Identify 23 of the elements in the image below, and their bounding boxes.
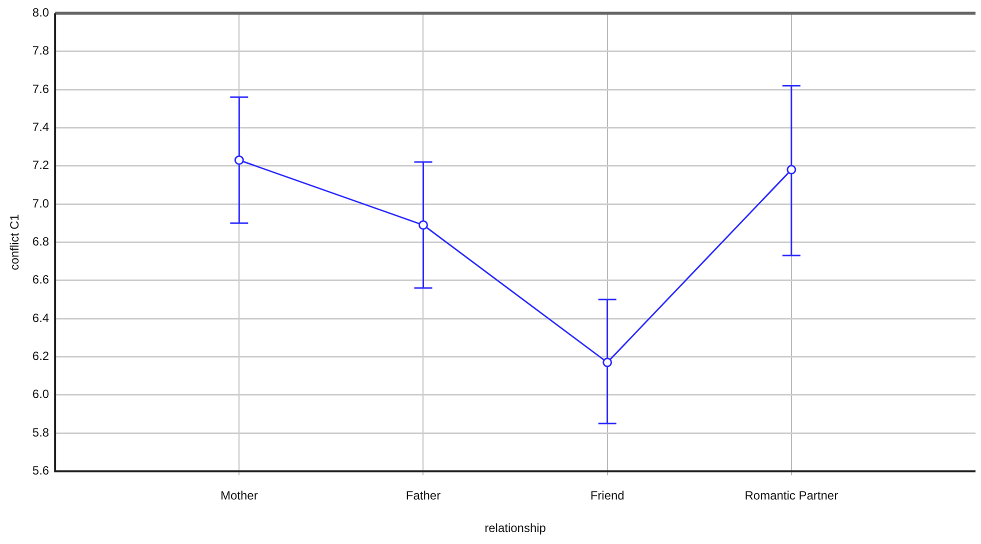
point xyxy=(418,220,428,230)
y-tick-label: 5.8 xyxy=(32,425,50,440)
y-tick-label: 7.2 xyxy=(32,158,50,172)
y-tick-label: 8.0 xyxy=(32,6,50,20)
y-tick-label: 7.0 xyxy=(32,196,50,210)
y-tick-label: 6.4 xyxy=(32,310,50,325)
y-tick-label: 5.6 xyxy=(32,464,50,478)
y-tick-label: 6.8 xyxy=(32,234,50,249)
x-tick-label: Friend xyxy=(590,488,624,503)
point xyxy=(602,358,612,368)
y-tick-label: 7.8 xyxy=(32,44,50,58)
point xyxy=(234,155,244,165)
x-tick-label: Father xyxy=(406,488,441,503)
x-axis-title: relationship xyxy=(484,521,546,536)
point xyxy=(786,164,796,174)
y-tick-label: 6.6 xyxy=(32,272,50,287)
y-tick-label: 6.0 xyxy=(32,387,50,402)
y-tick-label: 7.6 xyxy=(32,82,50,96)
x-tick-label: Mother xyxy=(220,488,258,503)
y-tick-label: 6.2 xyxy=(32,349,50,364)
y-tick-label: 7.4 xyxy=(32,120,50,134)
x-tick-label: Romantic Partner xyxy=(744,488,838,503)
y-axis-title: conflict C1 xyxy=(8,214,22,270)
